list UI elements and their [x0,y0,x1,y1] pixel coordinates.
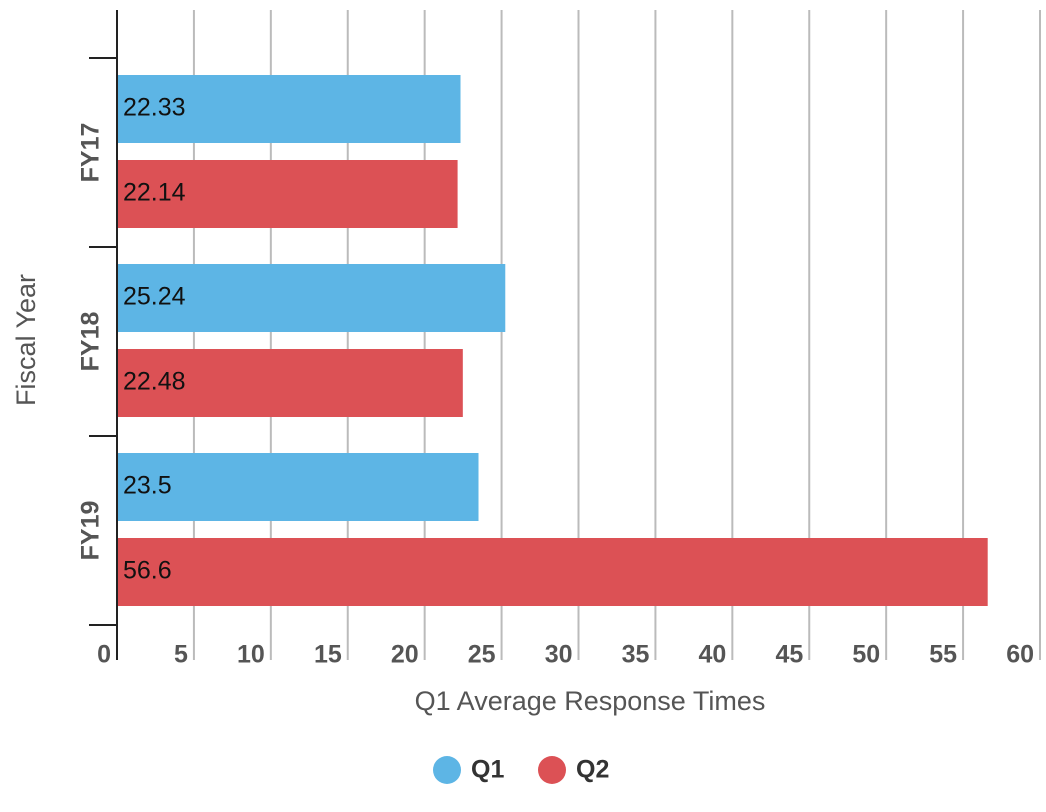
bar [118,75,461,143]
x-tick-label: 40 [699,641,727,669]
x-tick-label: 15 [314,641,342,669]
x-tick-label: 45 [775,641,803,669]
x-axis-title: Q1 Average Response Times [415,686,766,716]
x-tick-label: 60 [1006,641,1034,669]
y-axis-title: Fiscal Year [11,274,41,406]
legend-marker [538,756,566,784]
value-label: 22.48 [123,368,186,396]
value-label: 22.14 [123,179,186,207]
legend-label: Q2 [576,756,609,784]
y-tick-label: FY17 [77,123,105,183]
y-tick-label: FY19 [77,501,105,561]
x-tick-label: 0 [97,641,111,669]
y-tick-label: FY18 [77,312,105,372]
value-label: 25.24 [123,283,186,311]
bar [118,264,506,332]
x-tick-label: 30 [545,641,573,669]
x-tick-label: 25 [468,641,496,669]
x-tick-label: 35 [622,641,650,669]
legend-label: Q1 [471,756,504,784]
x-tick-label: 5 [174,641,188,669]
value-label: 56.6 [123,557,172,585]
bar [118,453,479,521]
x-tick-label: 55 [929,641,957,669]
bar [118,160,458,228]
x-tick-label: 20 [391,641,419,669]
x-tick-label: 10 [237,641,265,669]
bar [118,349,463,417]
x-tick-label: 50 [852,641,880,669]
bar [118,538,988,606]
value-label: 23.5 [123,472,172,500]
value-label: 22.33 [123,94,186,122]
legend-marker [433,756,461,784]
